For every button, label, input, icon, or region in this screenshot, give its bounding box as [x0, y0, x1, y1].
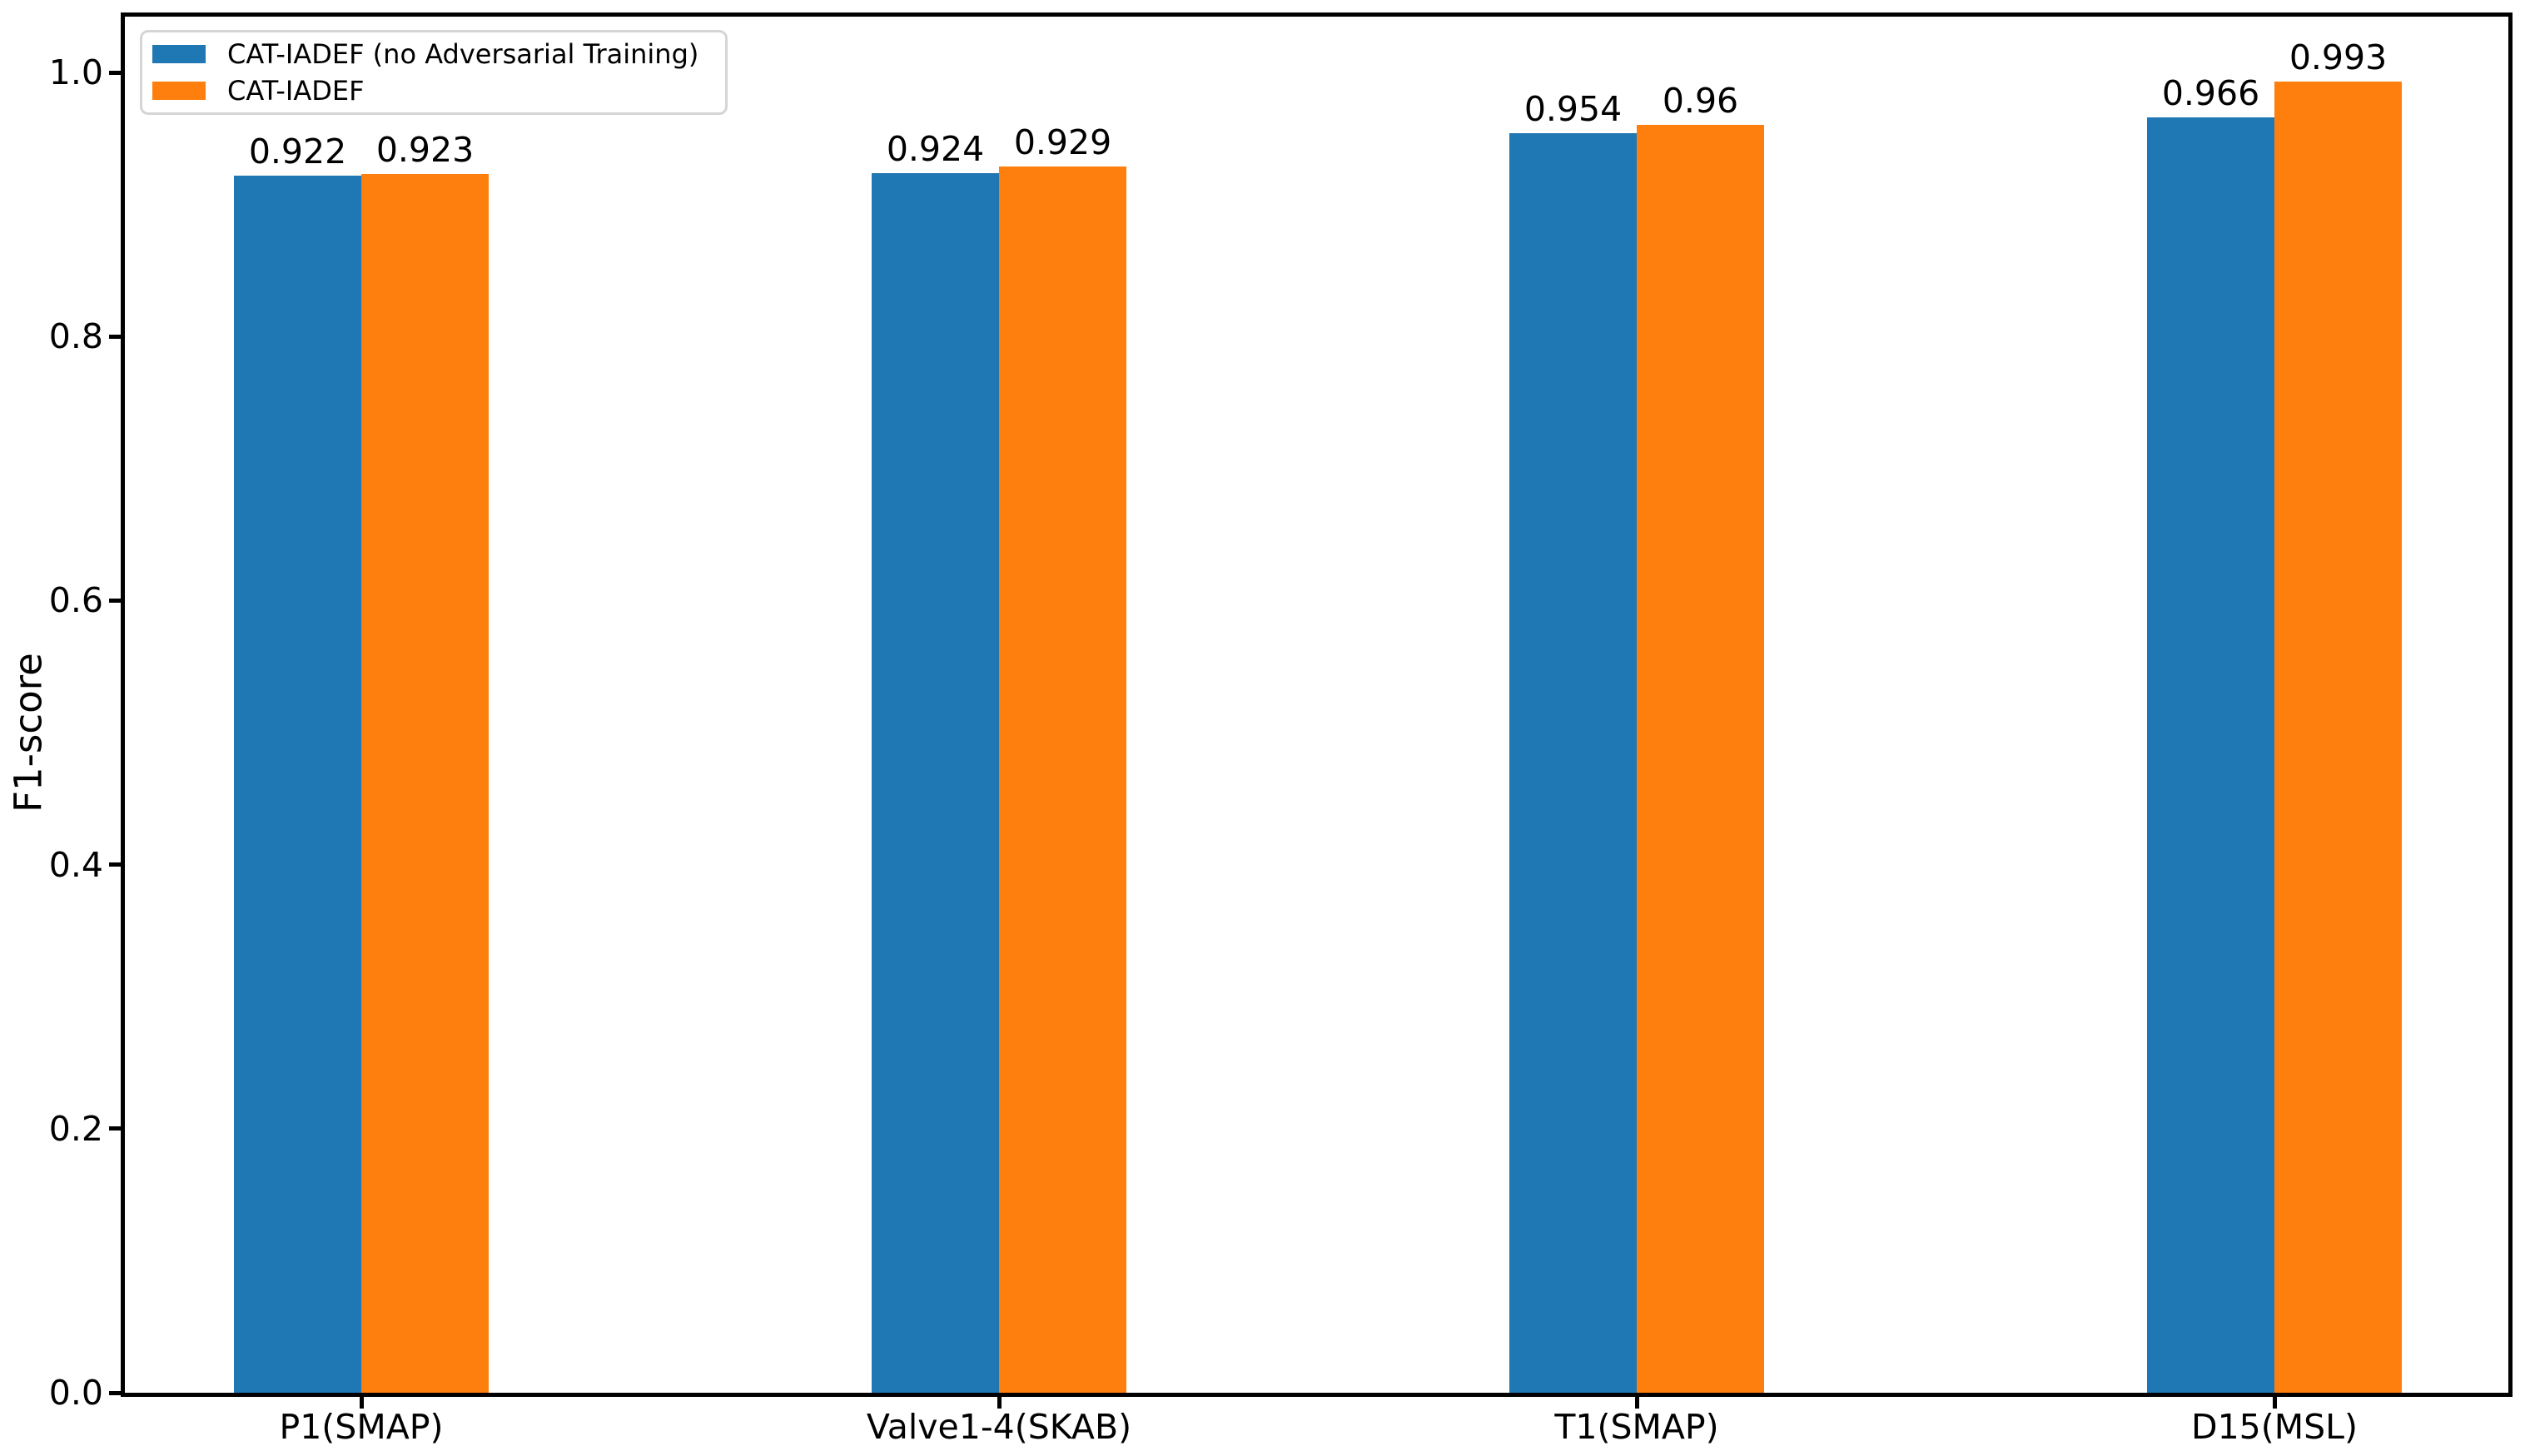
- y-axis-label: F1-score: [6, 653, 51, 812]
- bar-value-label: 0.924: [886, 128, 985, 169]
- y-tick-mark: [109, 598, 121, 603]
- bar-value-label: 0.922: [248, 131, 347, 171]
- x-tick-mark: [2272, 1397, 2277, 1409]
- y-tick-mark: [109, 334, 121, 339]
- legend-label: CAT-IADEF: [227, 75, 365, 107]
- y-tick-label: 0.0: [48, 1373, 103, 1413]
- bar-no-adv-T1(SMAP): [1509, 133, 1637, 1393]
- x-tick-mark: [997, 1397, 1002, 1409]
- y-tick-mark: [109, 70, 121, 75]
- legend-row: CAT-IADEF: [152, 76, 725, 106]
- bar-no-adv-P1(SMAP): [234, 175, 361, 1393]
- x-tick-label-D15(MSL): D15(MSL): [2191, 1407, 2358, 1447]
- legend: CAT-IADEF (no Adversarial Training) CAT-I…: [140, 30, 728, 115]
- bar-no-adv-D15(MSL): [2147, 117, 2274, 1393]
- y-tick-label: 1.0: [48, 52, 103, 92]
- x-tick-mark: [1634, 1397, 1639, 1409]
- bar-value-label: 0.96: [1662, 81, 1739, 122]
- bar-cat-iadef-D15(MSL): [2274, 82, 2402, 1393]
- y-tick-label: 0.2: [48, 1108, 103, 1149]
- bar-value-label: 0.923: [375, 130, 475, 171]
- bar-value-label: 0.966: [2161, 72, 2260, 113]
- x-tick-label-T1(SMAP): T1(SMAP): [1554, 1407, 1719, 1447]
- y-tick-label: 0.4: [48, 844, 103, 885]
- bar-no-adv-Valve1-4(SKAB): [872, 172, 999, 1393]
- legend-swatch-icon: [152, 82, 206, 100]
- y-tick-mark: [109, 1390, 121, 1395]
- bar-value-label: 0.954: [1523, 89, 1623, 129]
- x-tick-label-P1(SMAP): P1(SMAP): [279, 1407, 444, 1447]
- y-tick-mark: [109, 1126, 121, 1131]
- y-tick-mark: [109, 862, 121, 867]
- bar-cat-iadef-P1(SMAP): [361, 174, 489, 1393]
- legend-swatch-icon: [152, 45, 206, 63]
- legend-row: CAT-IADEF (no Adversarial Training): [152, 39, 725, 69]
- bar-cat-iadef-Valve1-4(SKAB): [999, 166, 1126, 1393]
- bar-cat-iadef-T1(SMAP): [1637, 125, 1764, 1393]
- x-tick-label-Valve1-4(SKAB): Valve1-4(SKAB): [866, 1407, 1132, 1447]
- y-tick-label: 0.6: [48, 580, 103, 621]
- y-tick-label: 0.8: [48, 316, 103, 357]
- legend-label: CAT-IADEF (no Adversarial Training): [227, 38, 699, 70]
- bar-value-label: 0.993: [2289, 37, 2388, 78]
- plot-area: 0.922 0.923 0.924 0.929 0.954 0.96 0.966 0.993 …: [121, 12, 2513, 1397]
- bar-value-label: 0.929: [1013, 122, 1112, 162]
- x-tick-mark: [359, 1397, 364, 1409]
